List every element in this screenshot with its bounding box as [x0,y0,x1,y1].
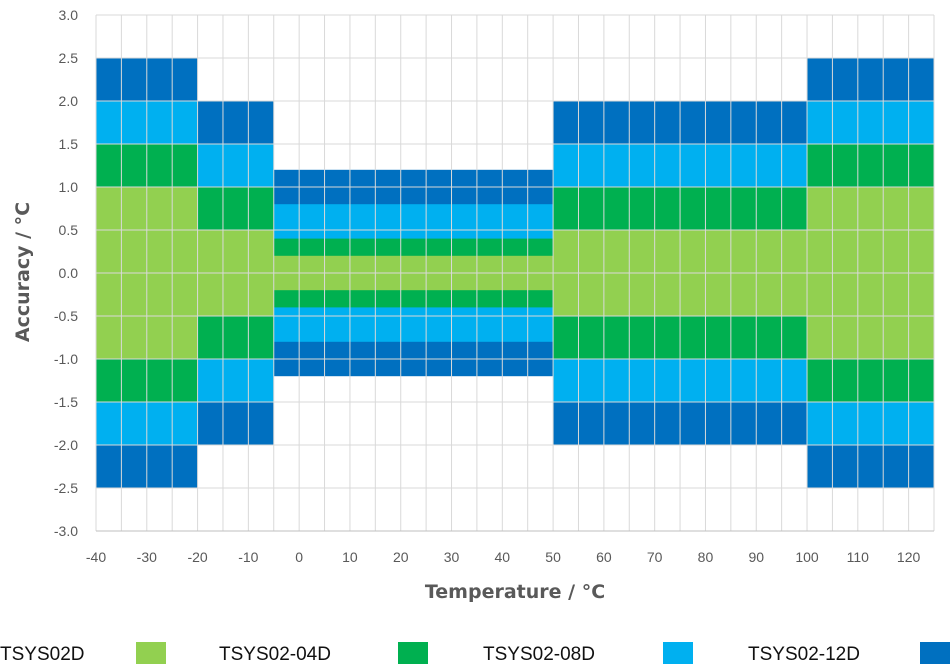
accuracy-chart: 3.0 2.5 2.0 1.5 1.0 0.5 0.0 -0.5 -1.0 -1.5 -2.0 -2.… [12,7,935,603]
y-tick-label: 0.0 [59,265,79,281]
legend-label: TSYS02D [0,644,85,665]
y-tick-label: -0.5 [54,308,78,324]
legend-item: TSYS02-08D [483,641,595,668]
x-tick-label: 80 [698,549,714,565]
x-tick-label: 40 [495,549,511,565]
x-tick-label: 50 [545,549,561,565]
x-tick-label: -20 [187,549,207,565]
y-axis-title: Accuracy / °C [12,202,34,342]
x-tick-label: -40 [86,549,106,565]
x-tick-label: -10 [238,549,258,565]
x-tick-label: 0 [295,549,303,565]
legend-swatch [663,642,693,664]
y-tick-label: 2.0 [59,93,79,109]
y-tick-label: -1.0 [54,351,78,367]
grid-lines [95,14,935,532]
legend-label: TSYS02-04D [219,644,331,665]
x-tick-label: -30 [137,549,157,565]
legend-label: TSYS02-08D [483,644,595,665]
x-tick-label: 30 [444,549,460,565]
legend-item: TSYS02D [0,641,84,668]
x-axis-title: Temperature / °C [425,581,605,603]
legend-swatch [398,642,428,664]
legend: TSYS02D TSYS02-04D TSYS02-08D TSYS02-12D [0,641,950,668]
x-tick-label: 60 [596,549,612,565]
y-tick-label: 1.0 [59,179,79,195]
legend-item: TSYS02-04D [219,641,331,668]
y-tick-label: 0.5 [59,222,79,238]
y-tick-label: -2.5 [54,480,78,496]
x-tick-label: 90 [748,549,764,565]
y-tick-label: -3.0 [54,523,78,539]
x-tick-label: 20 [393,549,409,565]
y-tick-label: 2.5 [59,50,79,66]
y-tick-labels: 3.0 2.5 2.0 1.5 1.0 0.5 0.0 -0.5 -1.0 -1.5 -2.0 -2.… [54,7,78,539]
legend-swatch [136,642,166,664]
legend-item: TSYS02-12D [748,641,860,668]
y-tick-label: 3.0 [59,7,79,23]
y-tick-label: -1.5 [54,394,78,410]
x-tick-label: 120 [897,549,921,565]
x-tick-labels: -40 -30 -20 -10 0 10 20 30 40 50 60 70 80 90 100 110 120 [86,549,921,565]
legend-swatch [920,642,950,664]
legend-label: TSYS02-12D [748,644,860,665]
x-tick-label: 10 [342,549,358,565]
x-tick-label: 110 [847,549,870,565]
y-tick-label: 1.5 [59,136,79,152]
y-tick-label: -2.0 [54,437,78,453]
x-tick-label: 70 [647,549,663,565]
x-tick-label: 100 [795,549,819,565]
